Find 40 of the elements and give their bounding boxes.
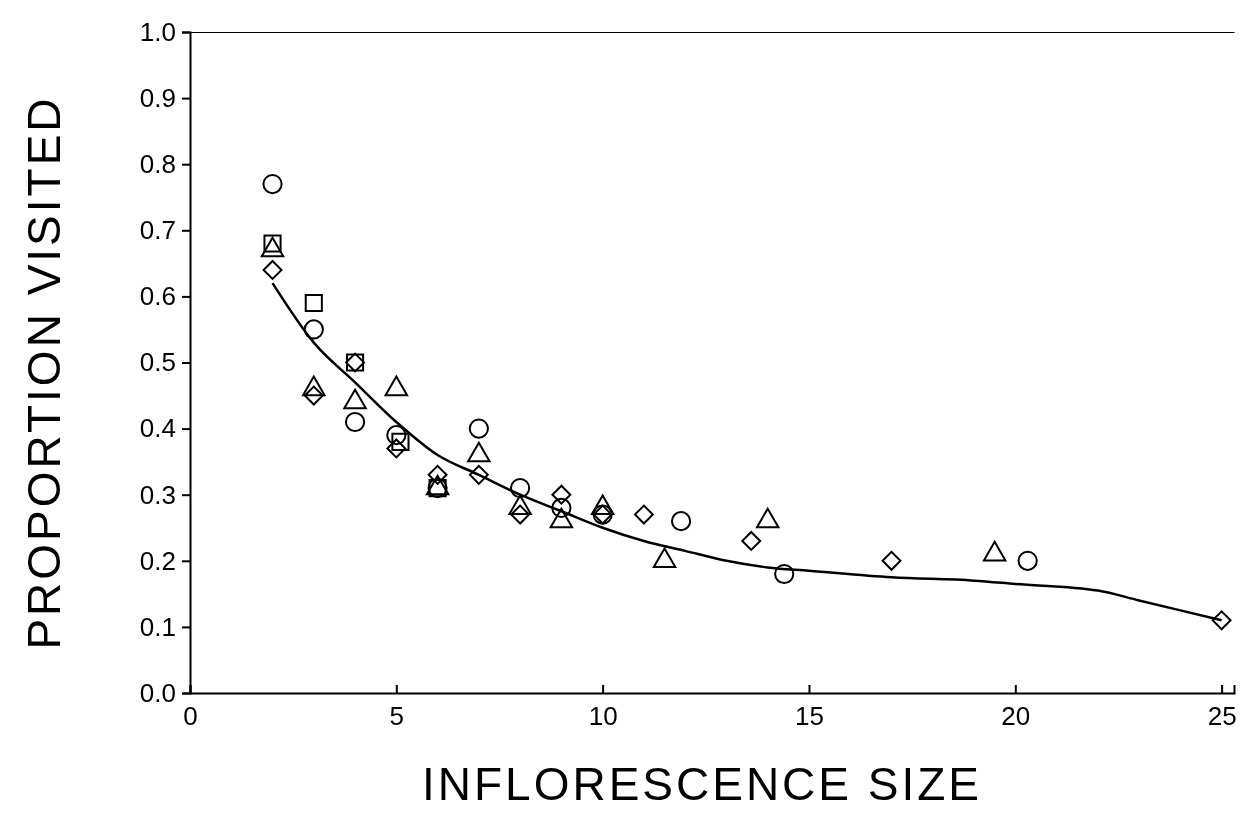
point [741, 531, 762, 551]
y-tick-label: 0.6 [139, 281, 176, 312]
y-tick-label: 0.1 [139, 611, 176, 642]
y-tick-label: 0.2 [139, 545, 176, 576]
point [391, 432, 410, 451]
point [468, 464, 489, 485]
y-tick-label: 0.8 [139, 149, 176, 180]
point [262, 173, 283, 195]
y-axis-title: PROPORTION VISITED [18, 95, 70, 650]
point [427, 464, 448, 485]
point [633, 504, 654, 525]
point [386, 425, 407, 446]
y-tick-label: 0.9 [139, 82, 176, 113]
point [468, 418, 489, 439]
point [774, 563, 795, 585]
point [551, 484, 572, 505]
y-tick-label: 0.4 [139, 413, 176, 444]
point [262, 260, 283, 280]
point [510, 478, 531, 499]
x-tick-label: 10 [588, 701, 618, 732]
x-tick-label: 0 [183, 701, 198, 732]
y-tick-label: 1.0 [139, 16, 176, 47]
point [881, 550, 902, 571]
y-tick-label: 0.7 [139, 215, 176, 246]
point [304, 293, 323, 313]
y-tick-label: 0.5 [139, 347, 176, 378]
x-axis-title: INFLORESCENCE SIZE [421, 758, 983, 810]
x-tick-label: 20 [1001, 701, 1031, 732]
point [670, 511, 692, 532]
x-tick-label: 25 [1207, 701, 1237, 732]
x-tick-label: 15 [795, 701, 824, 732]
y-tick-label: 0.3 [139, 479, 176, 510]
point [344, 411, 366, 433]
point [1211, 610, 1232, 631]
point [1017, 550, 1038, 571]
y-tick-label: 0.0 [139, 677, 176, 708]
x-tick-label: 5 [389, 701, 405, 732]
point [551, 497, 572, 518]
point [303, 319, 324, 340]
point [386, 438, 407, 459]
